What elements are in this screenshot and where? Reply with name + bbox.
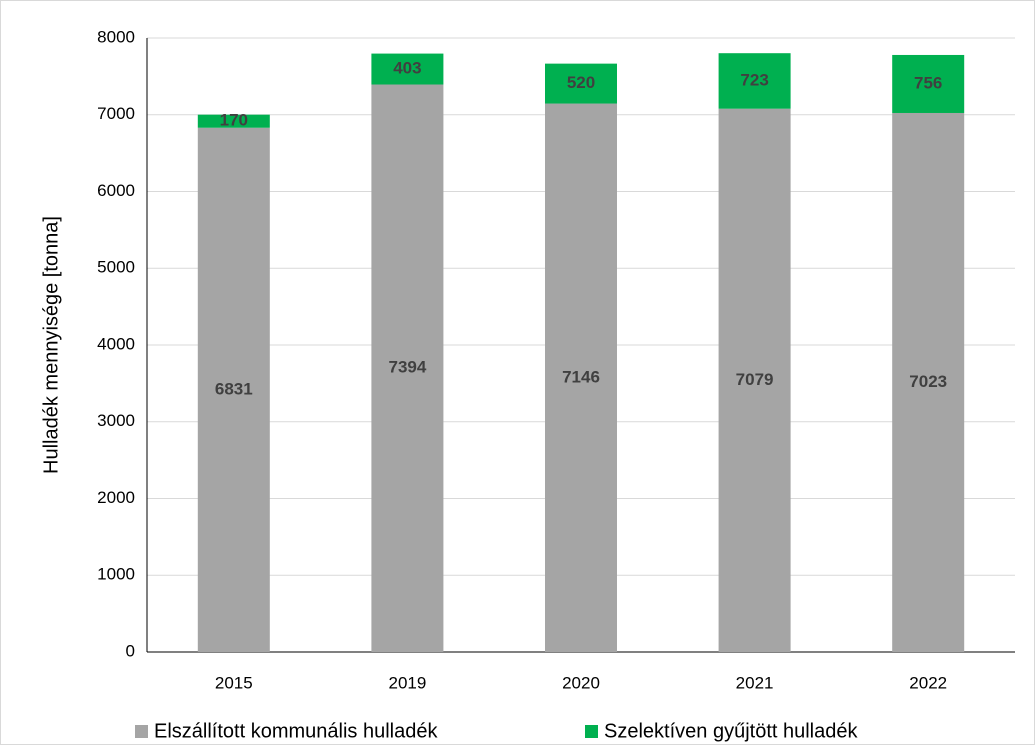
bar-segment xyxy=(892,112,965,653)
y-tick-label: 3000 xyxy=(97,411,135,430)
y-tick-label: 5000 xyxy=(97,258,135,277)
bar-segment xyxy=(371,84,444,652)
bar-segment xyxy=(545,63,617,104)
bar-segment xyxy=(892,54,965,113)
x-tick-label: 2022 xyxy=(909,673,947,692)
x-tick-label: 2019 xyxy=(388,673,426,692)
value-label: 7023 xyxy=(909,372,947,391)
bar-segment xyxy=(371,53,444,85)
bar-segment xyxy=(718,108,791,652)
value-label: 723 xyxy=(740,70,768,89)
bar-segment xyxy=(197,114,270,128)
x-tick-label: 2020 xyxy=(562,673,600,692)
bar-segment xyxy=(197,127,270,652)
y-tick-label: 1000 xyxy=(97,565,135,584)
legend-swatch xyxy=(135,725,148,738)
y-tick-label: 7000 xyxy=(97,104,135,123)
y-tick-label: 6000 xyxy=(97,181,135,200)
value-label: 170 xyxy=(220,111,248,130)
x-tick-label: 2015 xyxy=(215,673,253,692)
x-tick-label: 2021 xyxy=(736,673,774,692)
legend-swatch xyxy=(585,725,598,738)
bar-segment xyxy=(545,103,617,653)
y-tick-label: 0 xyxy=(126,641,135,660)
value-label: 520 xyxy=(567,73,595,92)
value-label: 756 xyxy=(914,73,942,92)
value-label: 7394 xyxy=(388,358,426,377)
value-label: 6831 xyxy=(215,379,253,398)
y-tick-label: 2000 xyxy=(97,488,135,507)
y-tick-label: 4000 xyxy=(97,334,135,353)
y-axis-label: Hulladék mennyisége [tonna] xyxy=(40,216,62,474)
y-tick-label: 8000 xyxy=(97,27,135,46)
legend-label: Szelektíven gyűjtött hulladék xyxy=(604,720,858,742)
legend-label: Elszállított kommunális hulladék xyxy=(154,720,438,742)
bar-segment xyxy=(718,53,791,109)
value-label: 7146 xyxy=(562,367,600,386)
value-label: 403 xyxy=(393,59,421,78)
value-label: 7079 xyxy=(736,370,774,389)
